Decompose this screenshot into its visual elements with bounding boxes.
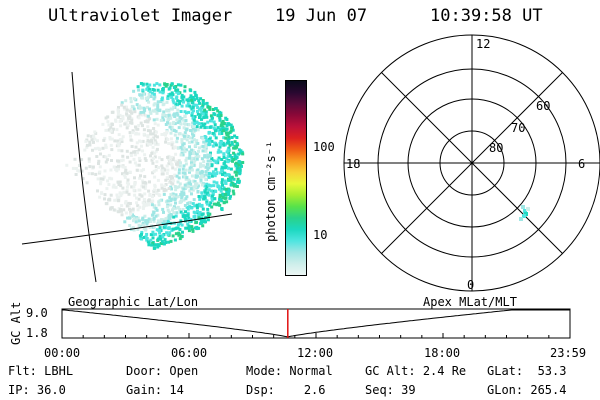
- mlat-label-70: 70: [511, 121, 525, 135]
- auroral-emission-image: [65, 82, 245, 250]
- mlt-label-12: 12: [476, 37, 490, 51]
- longitude-line: [71, 71, 97, 283]
- geo-coords-label: Geographic Lat/Lon: [68, 295, 199, 309]
- x-tick-1200: 12:00: [297, 346, 334, 360]
- status-door: Door: Open: [126, 364, 199, 378]
- colorbar: [285, 80, 307, 276]
- altitude-tick-high: 9.0: [26, 306, 48, 320]
- app-title: Ultraviolet Imager: [48, 6, 233, 26]
- mlat-label-80: 80: [489, 141, 503, 155]
- latitude-line: [21, 213, 233, 245]
- mlt-label-6: 6: [578, 157, 585, 171]
- altitude-tick-low: 1.8: [26, 326, 48, 340]
- polar-emission-spot: [519, 205, 530, 221]
- status-ip: IP: 36.0: [8, 383, 66, 397]
- status-filter: Flt: LBHL: [8, 364, 74, 378]
- mlt-label-0: 0: [467, 278, 474, 292]
- colorbar-tick-10: 10: [313, 228, 328, 242]
- status-glat: GLat: 53.3: [487, 364, 567, 378]
- x-tick-2359: 23:59: [550, 346, 587, 360]
- polar-diagonal-2: [381, 72, 563, 254]
- status-mode: Mode: Normal: [246, 364, 333, 378]
- status-seq: Seq: 39: [365, 383, 416, 397]
- apex-coords-label: Apex MLat/MLT: [423, 295, 517, 309]
- colorbar-tick-100: 100: [313, 140, 335, 154]
- mlat-label-60: 60: [536, 99, 550, 113]
- date-label: 19 Jun 07: [275, 6, 368, 26]
- status-dsp: Dsp: 2.6: [246, 383, 326, 397]
- time-label: 10:39:58 UT: [430, 6, 543, 26]
- status-gc-alt: GC Alt: 2.4 Re: [365, 364, 467, 378]
- altitude-curve: [62, 309, 570, 338]
- status-glon: GLon: 265.4: [487, 383, 567, 397]
- x-tick-0000: 00:00: [44, 346, 81, 360]
- x-tick-1800: 18:00: [424, 346, 461, 360]
- status-gain: Gain: 14: [126, 383, 184, 397]
- x-tick-0600: 06:00: [171, 346, 208, 360]
- mlt-label-18: 18: [346, 157, 360, 171]
